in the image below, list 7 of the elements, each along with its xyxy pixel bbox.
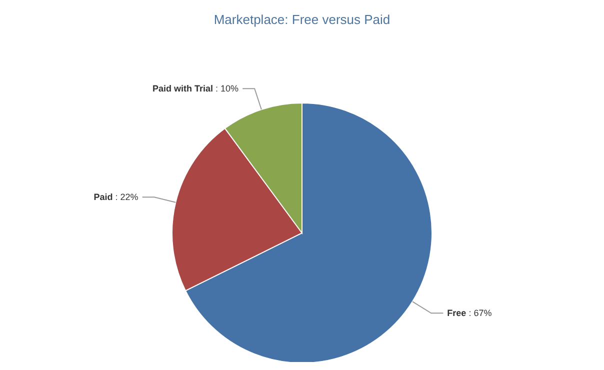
- slice-label: Paid with Trial: [152, 84, 214, 94]
- data-label: : 10%: [213, 84, 239, 94]
- slice-label: Free: [447, 308, 466, 318]
- data-label: : 67%: [466, 308, 492, 318]
- chart-title: Marketplace: Free versus Paid: [212, 11, 392, 29]
- slice-label: Paid: [94, 192, 113, 202]
- data-label: : 22%: [112, 192, 138, 202]
